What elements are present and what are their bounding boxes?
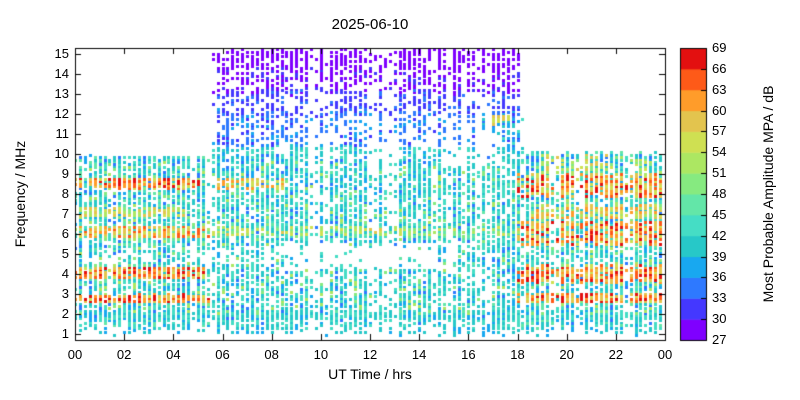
x-tick-label: 04 [166, 347, 181, 362]
y-tick-label: 12 [54, 106, 69, 121]
colorbar-label: Most Probable Amplitude MPA / dB [760, 85, 776, 303]
y-axis-label: Frequency / MHz [12, 140, 28, 248]
x-tick-label: 20 [559, 347, 574, 362]
colorbar-tick-label: 42 [712, 227, 727, 243]
x-tick-label: 22 [608, 347, 624, 362]
chart-title: 2025-06-10 [331, 16, 409, 33]
colorbar-tick-label: 45 [712, 206, 727, 222]
x-tick-label: 12 [362, 347, 378, 362]
y-tick-label: 1 [61, 326, 69, 341]
colorbar-tick-label: 54 [712, 144, 727, 160]
y-tick-label: 3 [61, 286, 69, 301]
colorbar-tick-label: 27 [712, 332, 727, 347]
y-tick-label: 11 [55, 126, 70, 141]
x-tick-label: 10 [313, 347, 329, 362]
colorbar-tick-label: 60 [712, 102, 727, 118]
colorbar-tick-label: 39 [712, 248, 727, 264]
x-axis-label: UT Time / hrs [328, 366, 412, 382]
colorbar-tick-label: 57 [712, 123, 727, 139]
x-tick-label: 16 [461, 347, 476, 362]
y-tick-label: 8 [61, 186, 69, 201]
y-tick-label: 4 [61, 266, 69, 281]
x-tick-label: 08 [264, 347, 279, 362]
y-tick-label: 2 [61, 306, 69, 321]
x-tick-label: 02 [116, 347, 132, 362]
y-tick-label: 14 [54, 66, 69, 81]
colorbar-tick-label: 66 [712, 60, 727, 76]
y-tick-label: 5 [61, 246, 69, 261]
y-tick-label: 13 [54, 86, 69, 101]
colorbar-tick-label: 33 [712, 290, 727, 306]
colorbar-tick-label: 30 [712, 311, 727, 327]
y-tick-label: 7 [61, 206, 69, 221]
y-tick-label: 15 [54, 46, 69, 61]
y-tick-label: 9 [61, 166, 69, 181]
colorbar-tick-label: 48 [712, 186, 727, 201]
colorbar-tick-label: 36 [712, 269, 727, 285]
x-tick-label: 14 [411, 347, 427, 362]
x-tick-label: 00 [67, 347, 83, 362]
y-tick-label: 6 [61, 226, 69, 241]
x-tick-label: 06 [215, 347, 230, 362]
colorbar-tick-label: 69 [712, 40, 727, 55]
colorbar-tick-label: 63 [712, 81, 727, 97]
colorbar-tick-label: 51 [712, 165, 727, 181]
y-tick-label: 10 [54, 146, 69, 161]
x-tick-label: 00 [657, 347, 673, 362]
x-tick-label: 18 [510, 347, 525, 362]
